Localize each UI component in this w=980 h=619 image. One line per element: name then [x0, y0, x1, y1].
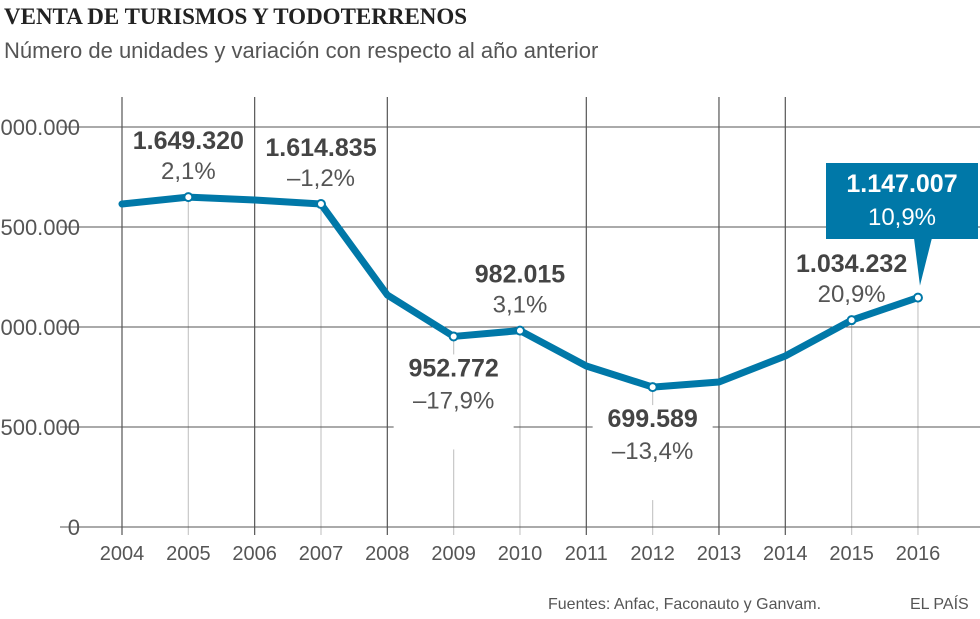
data-label-change: –17,9%	[413, 387, 494, 414]
x-tick-label: 2009	[431, 543, 476, 565]
data-label-change: –13,4%	[612, 438, 693, 465]
x-tick-label: 2013	[697, 543, 742, 565]
y-tick-label: 2.000.000	[0, 115, 80, 140]
brand-label: EL PAÍS	[910, 596, 969, 613]
x-tick-label: 2011	[565, 543, 608, 565]
data-point	[183, 192, 194, 203]
highlight-box	[826, 163, 978, 239]
x-tick-label: 2005	[166, 543, 211, 565]
data-label-value: 952.772	[408, 354, 498, 382]
y-tick-label: 500.000	[0, 415, 80, 440]
data-label-value: 982.015	[475, 261, 565, 289]
x-tick-label: 2004	[100, 543, 145, 565]
label-background	[592, 405, 713, 501]
data-label-value: 1.034.232	[796, 250, 907, 278]
data-point	[846, 315, 857, 326]
data-point	[315, 199, 326, 210]
x-tick-label: 2008	[365, 543, 410, 565]
data-label-change: –1,2%	[287, 165, 355, 192]
data-point	[647, 382, 658, 393]
data-label-value: 1.147.007	[846, 170, 957, 198]
y-tick-label: 0	[68, 515, 80, 540]
x-tick-label: 2007	[299, 543, 344, 565]
data-label-change: 10,9%	[868, 204, 936, 231]
source-note: Fuentes: Anfac, Faconauto y Ganvam.	[548, 596, 822, 613]
label-background	[393, 354, 514, 450]
x-tick-label: 2014	[763, 543, 808, 565]
x-tick-label: 2012	[630, 543, 675, 565]
data-label-change: 3,1%	[493, 292, 548, 319]
data-label-value: 1.614.835	[265, 134, 376, 162]
data-point	[448, 331, 459, 342]
data-label-change: 2,1%	[161, 158, 216, 185]
y-tick-label: 1.000.000	[0, 315, 80, 340]
x-tick-label: 2006	[232, 543, 277, 565]
x-tick-label: 2015	[829, 543, 874, 565]
data-point	[912, 292, 923, 303]
data-label-value: 1.649.320	[133, 127, 244, 155]
data-point	[514, 325, 525, 336]
data-label-value: 699.589	[607, 405, 697, 433]
x-tick-label: 2016	[896, 543, 941, 565]
chart-title: VENTA DE TURISMOS Y TODOTERRENOS	[4, 4, 468, 29]
x-tick-label: 2010	[498, 543, 543, 565]
highlight-pointer	[913, 238, 932, 286]
chart-subtitle: Número de unidades y variación con respe…	[4, 38, 599, 63]
y-tick-label: 1.500.000	[0, 215, 80, 240]
data-label-change: 20,9%	[818, 281, 886, 308]
